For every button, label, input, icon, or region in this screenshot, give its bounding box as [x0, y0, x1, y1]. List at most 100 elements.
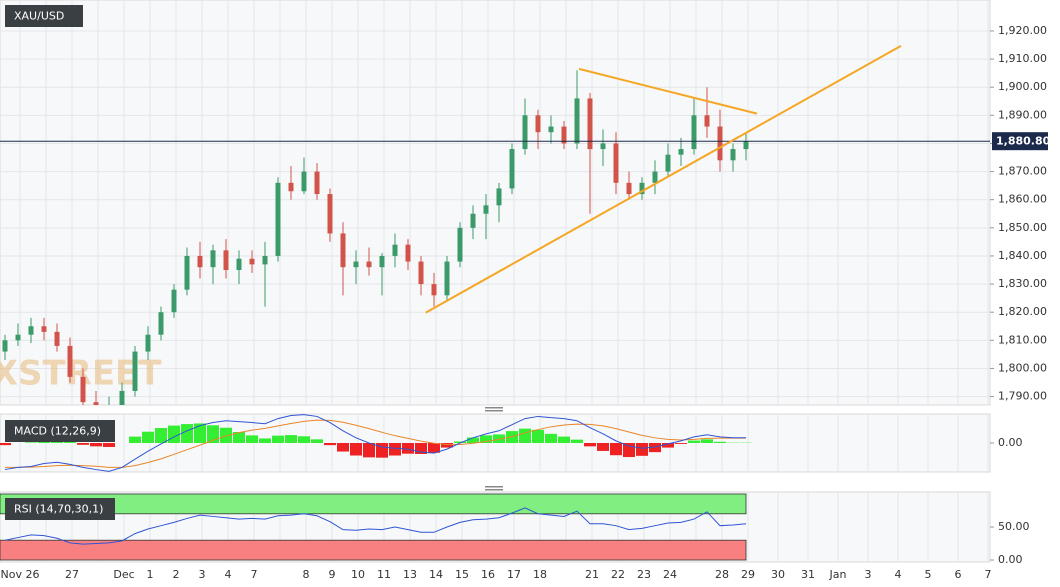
x-tick-label: 22	[611, 568, 625, 581]
current-price-box	[992, 132, 1048, 151]
candle-body	[496, 188, 502, 206]
candle-body	[262, 255, 268, 265]
macd-histogram-bar	[337, 443, 349, 452]
oversold-zone	[0, 539, 747, 561]
x-tick-label: 31	[801, 568, 815, 581]
x-tick-label: 23	[637, 568, 651, 581]
candle-body	[54, 331, 60, 346]
y-tick-label: 1,850.00	[998, 221, 1047, 234]
y-tick-label: 1,860.00	[998, 193, 1047, 206]
candle-body	[548, 126, 554, 133]
x-tick-label: Dec	[113, 568, 134, 581]
candle-body	[119, 390, 125, 405]
trendline	[425, 44, 902, 314]
candle-body	[509, 149, 515, 189]
macd-histogram-bar	[649, 443, 661, 453]
macd-histogram-bar	[454, 441, 466, 443]
x-tick-label: 28	[715, 568, 729, 581]
macd-histogram-bar	[441, 443, 453, 448]
candle-body	[652, 171, 658, 183]
candle-body	[236, 258, 242, 270]
x-tick-label: 18	[533, 568, 547, 581]
candle-body	[574, 98, 580, 144]
x-tick-label: 30	[771, 568, 785, 581]
candle-body	[145, 334, 151, 352]
x-tick-label: 8	[303, 568, 310, 581]
x-tick-label: 7	[251, 568, 258, 581]
macd-histogram-bar	[389, 443, 401, 456]
macd-histogram-bar	[636, 443, 648, 456]
macd-histogram-bar	[64, 442, 76, 443]
macd-histogram-bar	[701, 439, 713, 443]
macd-histogram-bar	[233, 432, 245, 443]
macd-label: MACD (12,26,9)	[14, 425, 101, 438]
candle-body	[522, 115, 528, 150]
x-tick-label: 21	[585, 568, 599, 581]
candle-body	[132, 351, 138, 391]
price-plot	[0, 70, 990, 411]
x-tick-label: 27	[65, 568, 79, 581]
candle-body	[535, 115, 541, 133]
macd-label-box	[5, 420, 115, 442]
candle-body	[184, 255, 190, 290]
macd-histogram-bar	[168, 425, 180, 443]
x-tick-label: Jan	[829, 568, 847, 581]
x-tick-label: 5	[925, 568, 932, 581]
candle-body	[613, 143, 619, 183]
macd-histogram-bar	[155, 428, 167, 443]
macd-histogram-bar	[545, 433, 557, 443]
candle-body	[431, 284, 437, 296]
macd-histogram-bar	[610, 443, 622, 456]
y-tick-label: 1,800.00	[998, 361, 1047, 374]
macd-histogram-bar	[207, 425, 219, 443]
candle-body	[600, 143, 606, 150]
y-tick-label: 1,920.00	[998, 24, 1047, 37]
candle-body	[15, 334, 21, 341]
symbol: XAU/USD	[14, 10, 64, 23]
x-tick-label: 13	[403, 568, 417, 581]
panel-grip[interactable]	[485, 486, 503, 491]
candle-body	[444, 261, 450, 296]
panel-grip[interactable]	[485, 407, 503, 412]
x-tick-label: 1	[147, 568, 154, 581]
macd-histogram-bar	[259, 438, 271, 443]
y-tick-label: 50.00	[998, 520, 1030, 533]
candle-body	[457, 227, 463, 262]
candle-body	[470, 213, 476, 228]
macd-histogram-bar	[246, 435, 258, 443]
candle-body	[249, 258, 255, 265]
candle-body	[197, 255, 203, 268]
candle-body	[301, 171, 307, 192]
macd-histogram-bar	[402, 443, 414, 454]
candle-body	[483, 205, 489, 214]
signal-line	[5, 419, 746, 468]
x-tick-label: 6	[955, 568, 962, 581]
macd-histogram-bar	[0, 443, 11, 446]
candle-body	[171, 289, 177, 313]
x-tick-label: 7	[985, 568, 992, 581]
macd-histogram-bar	[272, 435, 284, 443]
macd-histogram-bar	[90, 443, 102, 447]
macd-line	[4, 414, 746, 472]
macd-histogram-bar	[558, 436, 570, 443]
y-tick-label: 1,830.00	[998, 277, 1047, 290]
candle-body	[158, 312, 164, 335]
candle-body	[678, 149, 684, 155]
macd-histogram-bar	[363, 443, 375, 458]
macd-histogram-bar	[623, 443, 635, 458]
candle-body	[392, 244, 398, 256]
candle-body	[704, 115, 710, 127]
macd-histogram-bar	[77, 443, 89, 445]
x-tick-label: 3	[865, 568, 872, 581]
candle-body	[107, 408, 112, 411]
macd-histogram-bar	[194, 423, 206, 443]
current-price-label: 1,880.80	[996, 135, 1051, 148]
macd-histogram-bar	[688, 440, 700, 443]
x-tick-label: 4	[225, 568, 232, 581]
rsi-label: RSI (14,70,30,1)	[14, 503, 103, 516]
x-tick-label: 11	[377, 568, 391, 581]
macd-histogram-bar	[324, 443, 336, 446]
candle-body	[717, 126, 723, 161]
y-tick-label: 1,890.00	[998, 108, 1047, 121]
macd-histogram-bar	[415, 443, 427, 454]
